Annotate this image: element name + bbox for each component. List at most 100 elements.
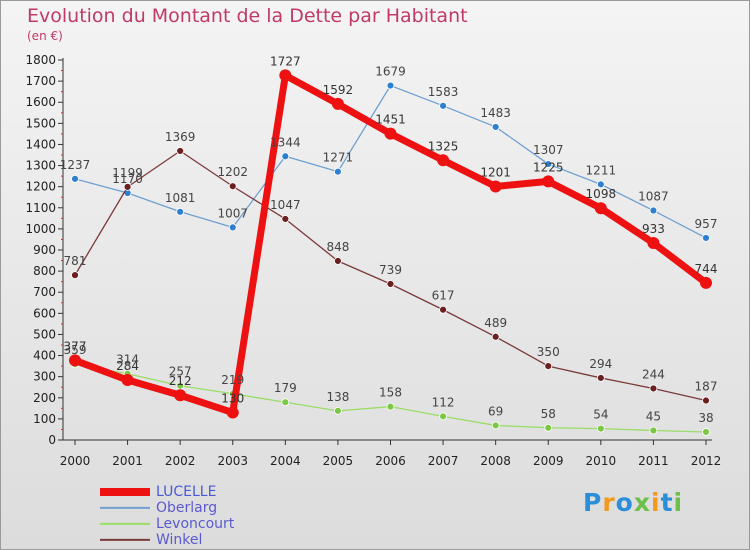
data-point-lucelle [542, 175, 555, 188]
y-tick-label: 1500 [25, 116, 56, 130]
y-tick-label: 1000 [25, 222, 56, 236]
data-point-lucelle [226, 406, 239, 419]
data-point-lucelle [331, 97, 344, 110]
legend-label: Winkel [156, 532, 203, 548]
data-label-winkel: 781 [64, 254, 87, 268]
data-label-lucelle: 1727 [270, 54, 301, 68]
proxiti-logo: Proxiti [583, 488, 683, 517]
data-label-winkel: 1047 [270, 198, 301, 212]
y-tick-label: 1600 [25, 95, 56, 109]
data-point-oberlarg [228, 223, 237, 232]
data-label-oberlarg: 1007 [217, 206, 248, 220]
data-point-winkel [649, 384, 658, 393]
data-label-levoncourt: 45 [646, 410, 661, 424]
data-label-levoncourt: 138 [326, 390, 349, 404]
chart-title: Evolution du Montant de la Dette par Hab… [27, 5, 468, 27]
x-tick-label: 2002 [165, 454, 196, 468]
x-tick-label: 2004 [270, 454, 301, 468]
x-tick-label: 2012 [691, 454, 722, 468]
data-label-oberlarg: 1344 [270, 135, 301, 149]
data-point-oberlarg [334, 167, 342, 176]
y-tick-label: 0 [48, 433, 56, 447]
y-tick-label: 200 [33, 391, 56, 405]
y-tick-label: 1100 [25, 201, 56, 215]
data-point-oberlarg [702, 234, 710, 242]
y-tick-label: 300 [33, 370, 56, 384]
data-point-winkel [228, 182, 237, 191]
data-point-levoncourt [386, 402, 395, 411]
data-point-winkel [281, 215, 290, 223]
data-point-oberlarg [71, 174, 79, 183]
legend-item-lucelle: LUCELLE [100, 484, 300, 500]
x-tick-label: 2005 [323, 454, 354, 468]
legend-item-levoncourt: Levoncourt [100, 516, 300, 532]
data-label-levoncourt: 179 [274, 381, 297, 395]
data-label-levoncourt: 38 [698, 411, 713, 425]
data-point-winkel [491, 332, 500, 341]
x-tick-label: 2000 [60, 454, 91, 468]
data-label-oberlarg: 1679 [375, 65, 406, 79]
data-label-levoncourt: 359 [64, 343, 87, 357]
logo-letter: P [583, 488, 603, 517]
data-label-lucelle: 1201 [480, 165, 511, 179]
legend: LUCELLE Oberlarg Levoncourt Winkel [100, 484, 300, 548]
logo-letter: i [673, 488, 684, 517]
logo-letter: x [633, 488, 651, 517]
data-label-winkel: 848 [326, 240, 349, 254]
logo-letter: i [651, 488, 661, 517]
data-point-lucelle [69, 354, 81, 367]
data-label-lucelle: 284 [116, 359, 139, 373]
data-label-winkel: 294 [589, 357, 612, 371]
data-label-oberlarg: 1583 [428, 85, 459, 99]
data-label-oberlarg: 1087 [638, 190, 669, 204]
data-point-oberlarg [596, 180, 605, 189]
data-label-levoncourt: 257 [169, 365, 192, 379]
data-label-lucelle: 1098 [586, 187, 617, 201]
data-point-oberlarg [386, 81, 395, 90]
data-point-winkel [123, 182, 132, 191]
data-point-oberlarg [544, 160, 553, 168]
data-point-winkel [439, 305, 447, 314]
data-point-winkel [544, 362, 553, 371]
data-point-winkel [386, 280, 395, 288]
data-label-levoncourt: 54 [593, 408, 608, 422]
data-label-winkel: 1199 [112, 166, 143, 180]
data-point-winkel [596, 374, 605, 382]
y-tick-label: 700 [33, 285, 56, 299]
data-point-levoncourt [702, 428, 710, 436]
data-point-lucelle [594, 202, 607, 215]
data-label-levoncourt: 112 [432, 395, 455, 409]
data-label-winkel: 739 [379, 263, 402, 277]
logo-letter: r [602, 488, 616, 517]
data-point-winkel [71, 271, 79, 280]
y-tick-label: 1300 [25, 159, 56, 173]
data-point-levoncourt [596, 424, 605, 433]
data-point-levoncourt [439, 412, 447, 421]
data-label-lucelle: 1592 [323, 83, 354, 97]
data-label-lucelle: 130 [221, 392, 244, 406]
legend-label: LUCELLE [156, 484, 217, 500]
data-label-levoncourt: 58 [541, 407, 556, 421]
data-point-lucelle [384, 127, 397, 140]
data-label-oberlarg: 1483 [480, 106, 511, 120]
legend-label: Levoncourt [156, 516, 235, 532]
legend-swatch [100, 488, 150, 496]
legend-label: Oberlarg [156, 500, 218, 516]
y-tick-label: 800 [33, 264, 56, 278]
data-point-lucelle [700, 276, 712, 289]
data-point-levoncourt [281, 398, 290, 407]
x-tick-label: 2001 [112, 454, 143, 468]
data-point-lucelle [174, 389, 187, 402]
data-label-oberlarg: 1081 [165, 191, 196, 205]
legend-swatch [100, 506, 150, 510]
x-tick-label: 2003 [217, 454, 248, 468]
legend-swatch [100, 538, 150, 542]
data-label-winkel: 350 [537, 345, 560, 359]
data-point-winkel [702, 396, 710, 405]
data-label-levoncourt: 219 [221, 373, 244, 387]
data-point-oberlarg [281, 152, 290, 161]
logo-letter: o [615, 488, 634, 517]
data-point-levoncourt [544, 423, 553, 432]
data-point-lucelle [437, 154, 450, 167]
